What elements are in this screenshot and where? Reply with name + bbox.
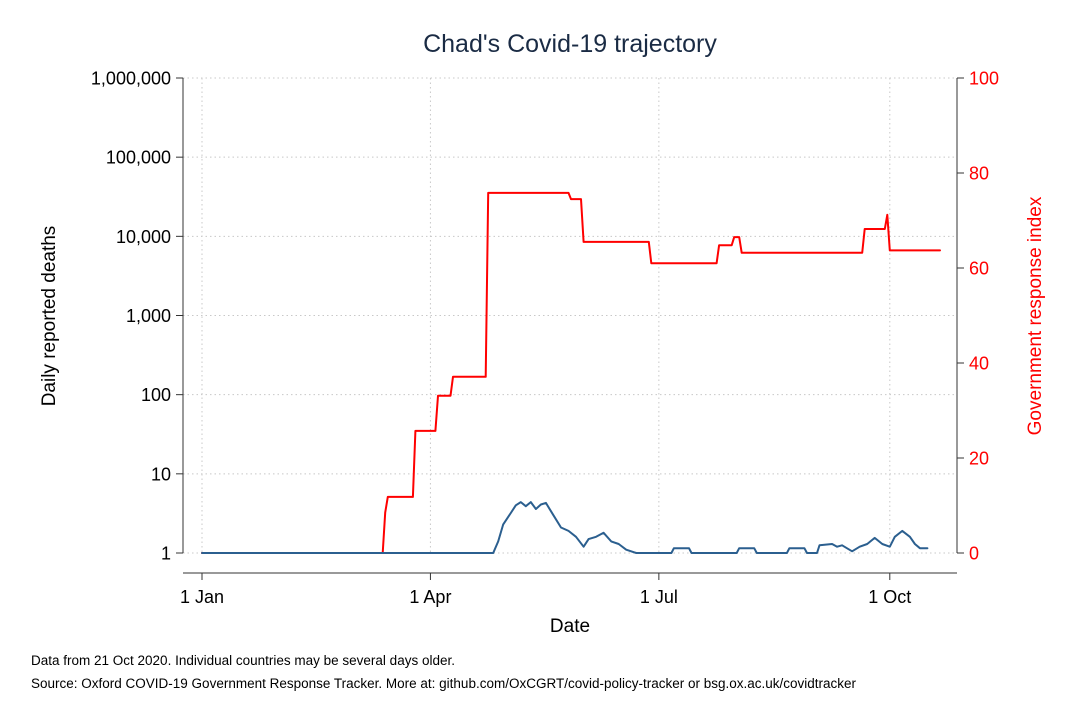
chart-title: Chad's Covid-19 trajectory bbox=[423, 30, 717, 58]
right-tick-label: 100 bbox=[969, 69, 999, 89]
x-tick-label: 1 Jul bbox=[640, 587, 678, 607]
right-axis: 0 20 40 60 80 100 bbox=[956, 69, 999, 564]
response-index-series-line bbox=[201, 191, 941, 554]
footnote-data-date: Data from 21 Oct 2020. Individual countr… bbox=[31, 653, 455, 668]
grid bbox=[183, 77, 957, 554]
y-right-axis-label: Government response index bbox=[1025, 196, 1046, 435]
x-tick-label: 1 Apr bbox=[409, 587, 451, 607]
right-tick-label: 0 bbox=[969, 544, 979, 564]
y-left-axis-label: Daily reported deaths bbox=[39, 226, 60, 407]
left-tick-label: 1 bbox=[161, 544, 171, 564]
x-axis: 1 Jan 1 Apr 1 Jul 1 Oct bbox=[180, 572, 957, 607]
right-tick-label: 80 bbox=[969, 164, 989, 184]
left-tick-label: 10,000 bbox=[116, 227, 171, 247]
covid-trajectory-chart: Chad's Covid-19 trajectory 1 10 100 1,000 10… bbox=[39, 30, 1046, 637]
left-tick-label: 100 bbox=[141, 385, 171, 405]
footnote-source: Source: Oxford COVID-19 Government Respo… bbox=[31, 676, 857, 691]
left-tick-label: 100,000 bbox=[106, 148, 171, 168]
right-tick-label: 20 bbox=[969, 449, 989, 469]
right-tick-label: 60 bbox=[969, 259, 989, 279]
right-tick-label: 40 bbox=[969, 354, 989, 374]
left-axis: 1 10 100 1,000 10,000 100,000 1,000,000 bbox=[91, 69, 184, 564]
left-tick-label: 10 bbox=[151, 464, 171, 484]
x-tick-label: 1 Jan bbox=[180, 587, 224, 607]
deaths-series-line bbox=[201, 501, 929, 554]
x-axis-label: Date bbox=[550, 616, 590, 637]
left-tick-label: 1,000,000 bbox=[91, 69, 171, 89]
x-tick-label: 1 Oct bbox=[868, 587, 911, 607]
left-tick-label: 1,000 bbox=[126, 306, 171, 326]
series-layer bbox=[201, 191, 941, 554]
